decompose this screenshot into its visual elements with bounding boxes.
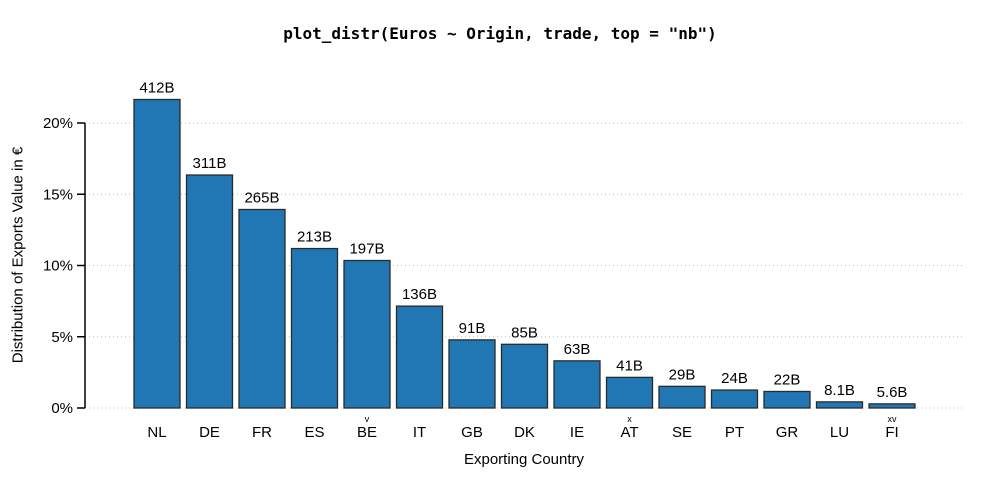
x-tick-label-ie: IE [570,424,584,441]
y-tick-label: 10% [43,258,73,275]
bar-value-label-gb: 91B [459,320,486,337]
x-tick-label-be: BE [357,424,377,441]
bar-lu [815,401,864,409]
bar-be [343,259,391,409]
bar-value-label-se: 29B [669,366,696,383]
x-tick-superscript-at: x [627,414,632,424]
bar-de [185,174,234,409]
x-tick-label-it: IT [413,424,426,441]
bar-se [658,385,706,409]
x-axis-title: Exporting Country [463,451,585,468]
bar-nl [133,98,181,409]
bar-fr [238,208,286,409]
x-tick-label-dk: DK [514,424,535,441]
bar-value-label-de: 311B [193,155,227,172]
bar-value-label-ie: 63B [564,341,591,358]
bar-fi [868,403,916,409]
x-tick-label-at: AT [620,424,638,441]
bar-value-label-pt: 24B [721,370,748,387]
bar-value-label-gr: 22B [774,371,801,388]
bar-value-label-it: 136B [402,286,437,303]
y-tick-label: 20% [43,115,73,132]
bar-value-label-at: 41B [616,357,643,374]
bar-dk [500,343,549,409]
chart-title: plot_distr(Euros ~ Origin, trade, top = … [283,24,717,43]
bar-value-label-es: 213B [297,229,332,246]
bar-at [605,376,654,409]
bar-value-label-nl: 412B [139,79,174,96]
x-tick-superscript-be: v [365,414,370,424]
x-tick-label-de: DE [199,424,220,441]
x-tick-label-se: SE [672,424,692,441]
x-tick-superscript-fi: xv [888,414,898,424]
x-tick-label-lu: LU [830,424,849,441]
bar-value-label-fi: 5.6B [877,384,908,401]
x-tick-label-fr: FR [252,424,272,441]
x-tick-label-fi: FI [885,424,898,441]
bar-value-label-lu: 8.1B [824,382,855,399]
bar-ie [553,360,601,409]
bar-gb [448,339,496,409]
y-tick-label: 15% [43,186,73,203]
bar-value-label-be: 197B [349,241,384,258]
bar-gr [763,390,811,409]
x-tick-label-gb: GB [461,424,483,441]
x-tick-label-pt: PT [725,424,744,441]
y-tick-label: 0% [51,400,73,417]
bar-it [395,305,444,409]
bar-pt [710,389,759,409]
bar-es [290,247,339,409]
x-tick-label-nl: NL [147,424,166,441]
bar-value-label-dk: 85B [511,324,538,341]
x-tick-label-es: ES [304,424,324,441]
y-tick-label: 5% [51,329,73,346]
bar-value-label-fr: 265B [244,189,279,206]
x-tick-label-gr: GR [776,424,799,441]
